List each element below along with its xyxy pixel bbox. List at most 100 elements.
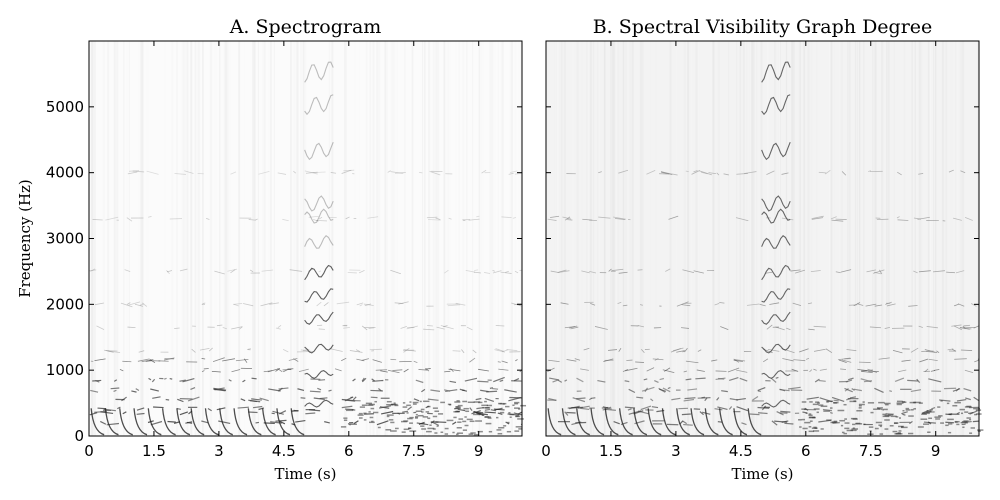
heatmap-texture-stripe: [581, 41, 583, 436]
harmonic-segment: [907, 379, 918, 382]
harmonic-segment: [435, 217, 441, 221]
low-band-mark: [438, 413, 444, 415]
harmonic-segment: [472, 349, 477, 354]
harmonic-segment: [650, 398, 654, 402]
harmonic-segment: [275, 327, 281, 330]
low-band-mark: [414, 417, 418, 419]
low-band-mark: [873, 408, 880, 410]
harmonic-segment: [251, 377, 257, 380]
harmonic-segment: [813, 368, 817, 371]
heatmap-texture-stripe: [564, 41, 566, 436]
onset-curve: [604, 408, 619, 436]
harmonic-segment: [415, 379, 424, 384]
harmonic-segment: [799, 348, 809, 353]
heatmap-texture-stripe: [466, 41, 468, 436]
harmonic-segment: [908, 305, 918, 307]
harmonic-segment: [395, 172, 406, 174]
low-band-mark: [351, 409, 356, 411]
harmonic-segment: [627, 408, 632, 411]
harmonic-segment: [625, 367, 638, 372]
harmonic-segment: [780, 410, 791, 413]
harmonic-segment: [665, 268, 671, 272]
harmonic-segment: [305, 412, 316, 415]
heatmap-texture-stripe: [774, 41, 777, 436]
onset-curve: [147, 408, 162, 436]
low-band-mark: [470, 432, 476, 434]
heatmap-texture-stripe: [386, 41, 388, 436]
low-band-mark: [900, 426, 904, 428]
low-band-mark: [808, 430, 815, 433]
harmonic-segment: [576, 377, 584, 383]
harmonic-segment: [233, 303, 243, 305]
chart-title: A. Spectrogram: [229, 16, 382, 38]
low-band-mark: [809, 420, 813, 422]
onset-curve: [561, 408, 576, 436]
harmonic-segment: [318, 216, 323, 220]
heatmap-texture-stripe: [462, 41, 465, 436]
harmonic-segment: [508, 172, 514, 175]
harmonic-segment: [489, 387, 494, 389]
harmonic-segment: [733, 359, 743, 362]
harmonic-segment: [925, 350, 936, 353]
harmonic-segment: [766, 324, 773, 330]
harmonic-segment: [771, 420, 778, 426]
low-band-mark: [962, 426, 965, 429]
onset-curve: [676, 408, 690, 436]
low-band-mark: [879, 425, 882, 428]
heatmap-texture-stripe: [497, 41, 499, 436]
harmonic-segment: [664, 172, 678, 176]
heatmap-texture-stripe: [729, 41, 731, 436]
harmonic-segment: [444, 389, 451, 392]
harmonic-segment: [620, 421, 628, 426]
harmonic-segment: [230, 269, 236, 274]
onset-curve: [204, 408, 219, 436]
x-axis-label: Time (s): [274, 465, 336, 483]
harmonic-segment: [564, 216, 571, 221]
heatmap-texture-stripe: [553, 41, 555, 436]
heatmap-texture-stripe: [739, 41, 742, 436]
harmonic-segment: [714, 303, 720, 306]
low-band-mark: [391, 403, 396, 406]
harmonic-segment: [436, 326, 445, 330]
harmonic-segment: [370, 389, 384, 392]
harmonic-segment: [94, 358, 106, 361]
harmonic-segment: [928, 358, 938, 362]
harmonic-segment: [235, 359, 249, 362]
heatmap-texture-stripe: [257, 41, 259, 436]
low-band-mark: [409, 401, 412, 403]
low-band-mark: [444, 427, 449, 430]
low-band-mark: [801, 401, 807, 403]
harmonic-segment: [786, 327, 791, 331]
harmonic-segment: [110, 387, 120, 390]
harmonic-segment: [685, 378, 692, 381]
low-band-mark: [927, 431, 931, 433]
low-band-mark: [427, 427, 435, 430]
low-band-mark: [954, 421, 958, 423]
harmonic-segment: [501, 216, 512, 219]
low-band-mark: [954, 401, 961, 404]
harmonic-segment: [504, 389, 517, 393]
low-band-mark: [464, 416, 467, 418]
harmonic-segment: [840, 269, 852, 273]
low-band-mark: [964, 422, 968, 424]
onset-curve: [233, 408, 248, 436]
heatmap-texture-stripe: [107, 41, 110, 436]
low-band-mark: [359, 406, 366, 408]
harmonic-segment: [230, 171, 237, 175]
heatmap-texture-stripe: [263, 41, 265, 436]
harmonic-segment: [352, 378, 356, 382]
heatmap-texture-stripe: [887, 41, 890, 436]
harmonic-segment: [138, 350, 145, 353]
harmonic-segment: [197, 172, 204, 175]
harmonic-segment: [149, 359, 156, 364]
harmonic-segment: [841, 171, 847, 176]
harmonic-segment: [174, 173, 186, 175]
low-band-mark: [505, 405, 510, 408]
harmonic-segment: [514, 172, 523, 175]
harmonic-segment: [89, 412, 98, 416]
harmonic-segment: [928, 378, 942, 383]
low-band-mark: [421, 411, 424, 413]
heatmap-texture-stripe: [914, 41, 916, 436]
low-band-mark: [358, 417, 363, 419]
low-band-mark: [879, 433, 884, 435]
